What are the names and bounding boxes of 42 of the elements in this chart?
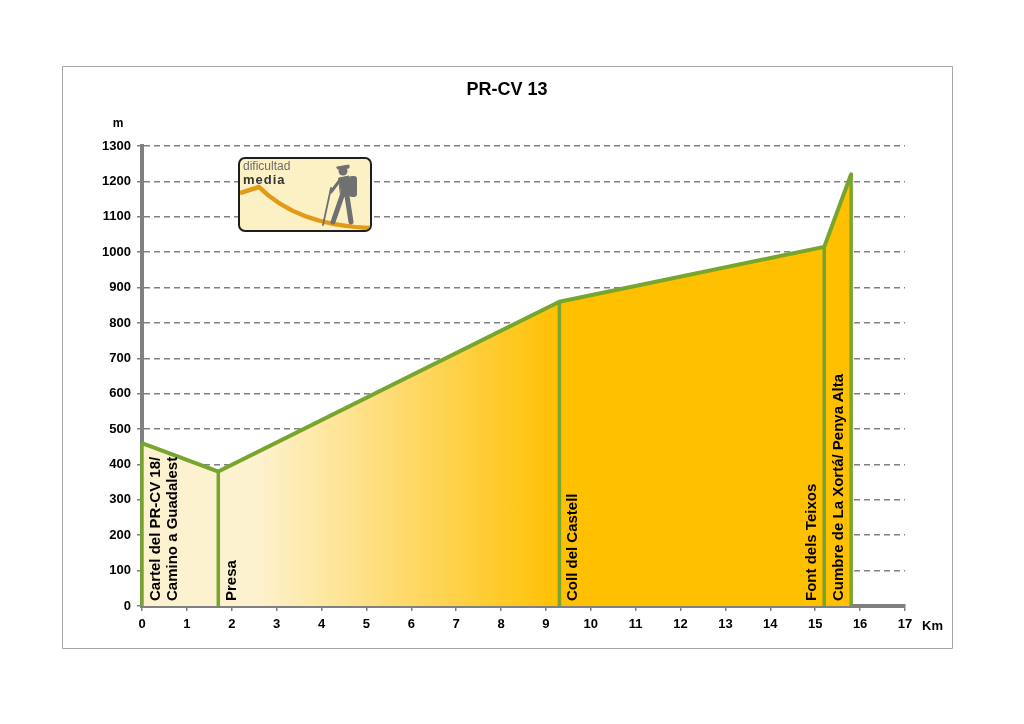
x-tick-label: 12 bbox=[673, 616, 688, 632]
y-tick-label: 1200 bbox=[102, 172, 131, 188]
chart-title: PR-CV 13 bbox=[466, 78, 548, 99]
y-tick-label: 900 bbox=[109, 279, 131, 295]
x-tick-label: 15 bbox=[808, 616, 823, 632]
ref-line-label: Presa bbox=[221, 559, 239, 601]
x-tick-label: 9 bbox=[542, 616, 550, 632]
y-tick-label: 300 bbox=[109, 491, 131, 507]
ref-line-label: Coll del Castell bbox=[563, 493, 581, 601]
ref-line-label: Cumbre de La Xortá/ Penya Alta bbox=[828, 373, 846, 601]
y-tick-label: 500 bbox=[109, 420, 131, 436]
x-tick-label: 16 bbox=[852, 616, 868, 632]
y-axis-title: m bbox=[112, 116, 124, 131]
y-tick-label: 100 bbox=[109, 562, 131, 578]
x-tick-label: 13 bbox=[718, 616, 733, 632]
y-tick-label: 200 bbox=[109, 526, 131, 542]
x-tick-label: 2 bbox=[228, 616, 236, 632]
y-tick-label: 1100 bbox=[102, 208, 131, 224]
x-tick-label: 1 bbox=[183, 616, 191, 632]
y-tick-label: 400 bbox=[109, 456, 131, 472]
y-tick-label: 700 bbox=[109, 349, 131, 365]
ref-line-label: Font dels Teixos bbox=[801, 483, 819, 601]
x-tick-label: 6 bbox=[407, 616, 415, 632]
x-tick-label: 4 bbox=[317, 616, 326, 632]
x-tick-label: 17 bbox=[897, 616, 913, 632]
x-tick-label: 0 bbox=[138, 616, 146, 632]
annotation: dificultad media bbox=[243, 159, 291, 187]
y-tick-label: 0 bbox=[123, 597, 131, 613]
x-tick-label: 14 bbox=[763, 616, 779, 632]
x-tick-label: 3 bbox=[273, 616, 281, 632]
x-tick-label: 7 bbox=[452, 616, 460, 632]
ref-line-label: Cartel del PR-CV 18/ Camino a Guadalest bbox=[145, 455, 180, 601]
x-tick-label: 10 bbox=[583, 616, 599, 632]
y-tick-label: 600 bbox=[109, 385, 131, 401]
y-tick-label: 800 bbox=[109, 314, 131, 330]
difficulty-badge: dificultad media bbox=[238, 157, 372, 232]
x-tick-label: 8 bbox=[497, 616, 505, 632]
x-tick-label: 11 bbox=[628, 616, 643, 632]
x-axis-title: Km bbox=[922, 617, 943, 633]
y-tick-label: 1000 bbox=[102, 243, 131, 259]
x-tick-label: 5 bbox=[362, 616, 371, 632]
y-tick-label: 1300 bbox=[102, 137, 131, 153]
